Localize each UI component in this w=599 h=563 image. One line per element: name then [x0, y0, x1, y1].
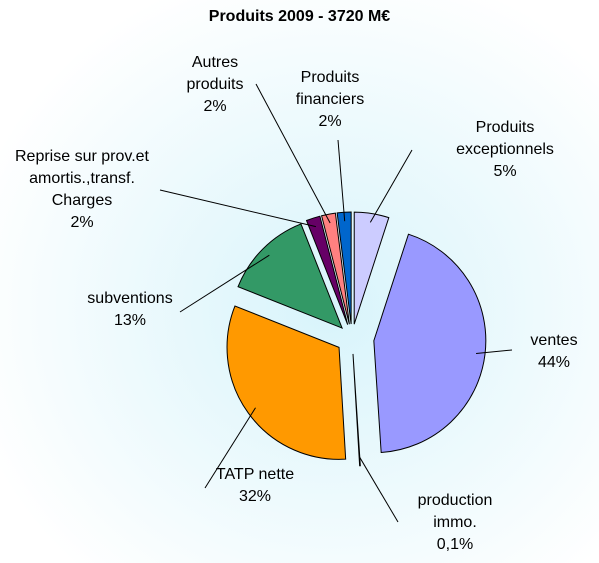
category-label: subventions — [87, 290, 173, 307]
leader-line — [255, 83, 331, 224]
value-label: 2% — [203, 98, 227, 115]
value-label: 44% — [537, 354, 571, 371]
pie-slice — [305, 215, 349, 325]
slice-label: TATP nette 32% — [200, 464, 310, 508]
category-label: Produits exceptionnels — [456, 119, 554, 158]
leader-line — [159, 189, 317, 228]
pie-slice — [373, 233, 487, 454]
category-label: Autres produits — [186, 54, 244, 93]
chart-title: Produits 2009 - 3720 M€ — [208, 8, 391, 25]
value-label: 2% — [70, 214, 94, 231]
value-label: 0,1% — [436, 536, 474, 553]
slice-label: subventions 13% — [70, 288, 190, 332]
value-label: 13% — [113, 312, 147, 329]
pie-slice — [237, 223, 344, 329]
pie-slice — [226, 305, 347, 460]
slice-label: Reprise sur prov.et amortis.,transf. Cha… — [2, 146, 162, 234]
value-label: 32% — [238, 488, 272, 505]
pie-slice — [320, 212, 350, 325]
category-label: ventes — [530, 332, 578, 349]
slice-label: ventes 44% — [509, 330, 599, 374]
category-label: TATP nette — [215, 466, 295, 483]
leader-line — [476, 349, 513, 354]
leader-line — [337, 139, 346, 222]
leader-line — [369, 149, 413, 223]
slice-label: production immo. 0,1% — [395, 490, 515, 556]
category-label: Reprise sur prov.et amortis.,transf. Cha… — [15, 148, 149, 209]
pie-slice — [352, 353, 361, 467]
slice-label: Autres produits 2% — [170, 52, 260, 118]
value-label: 2% — [318, 113, 342, 130]
slice-label: Produits exceptionnels 5% — [435, 117, 575, 183]
leader-line — [179, 254, 270, 313]
category-label: production immo. — [417, 492, 493, 531]
pie-slice — [353, 211, 390, 325]
leader-line — [358, 456, 399, 523]
leader-line — [204, 407, 256, 489]
value-label: 5% — [493, 163, 517, 180]
category-label: Produits financiers — [295, 69, 365, 108]
slice-label: Produits financiers 2% — [280, 67, 380, 133]
